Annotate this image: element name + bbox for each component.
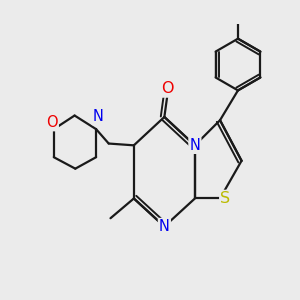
Text: N: N — [159, 219, 170, 234]
Text: N: N — [189, 138, 200, 153]
Text: S: S — [220, 191, 230, 206]
Text: O: O — [46, 115, 58, 130]
Text: N: N — [92, 109, 104, 124]
Text: O: O — [161, 82, 173, 97]
